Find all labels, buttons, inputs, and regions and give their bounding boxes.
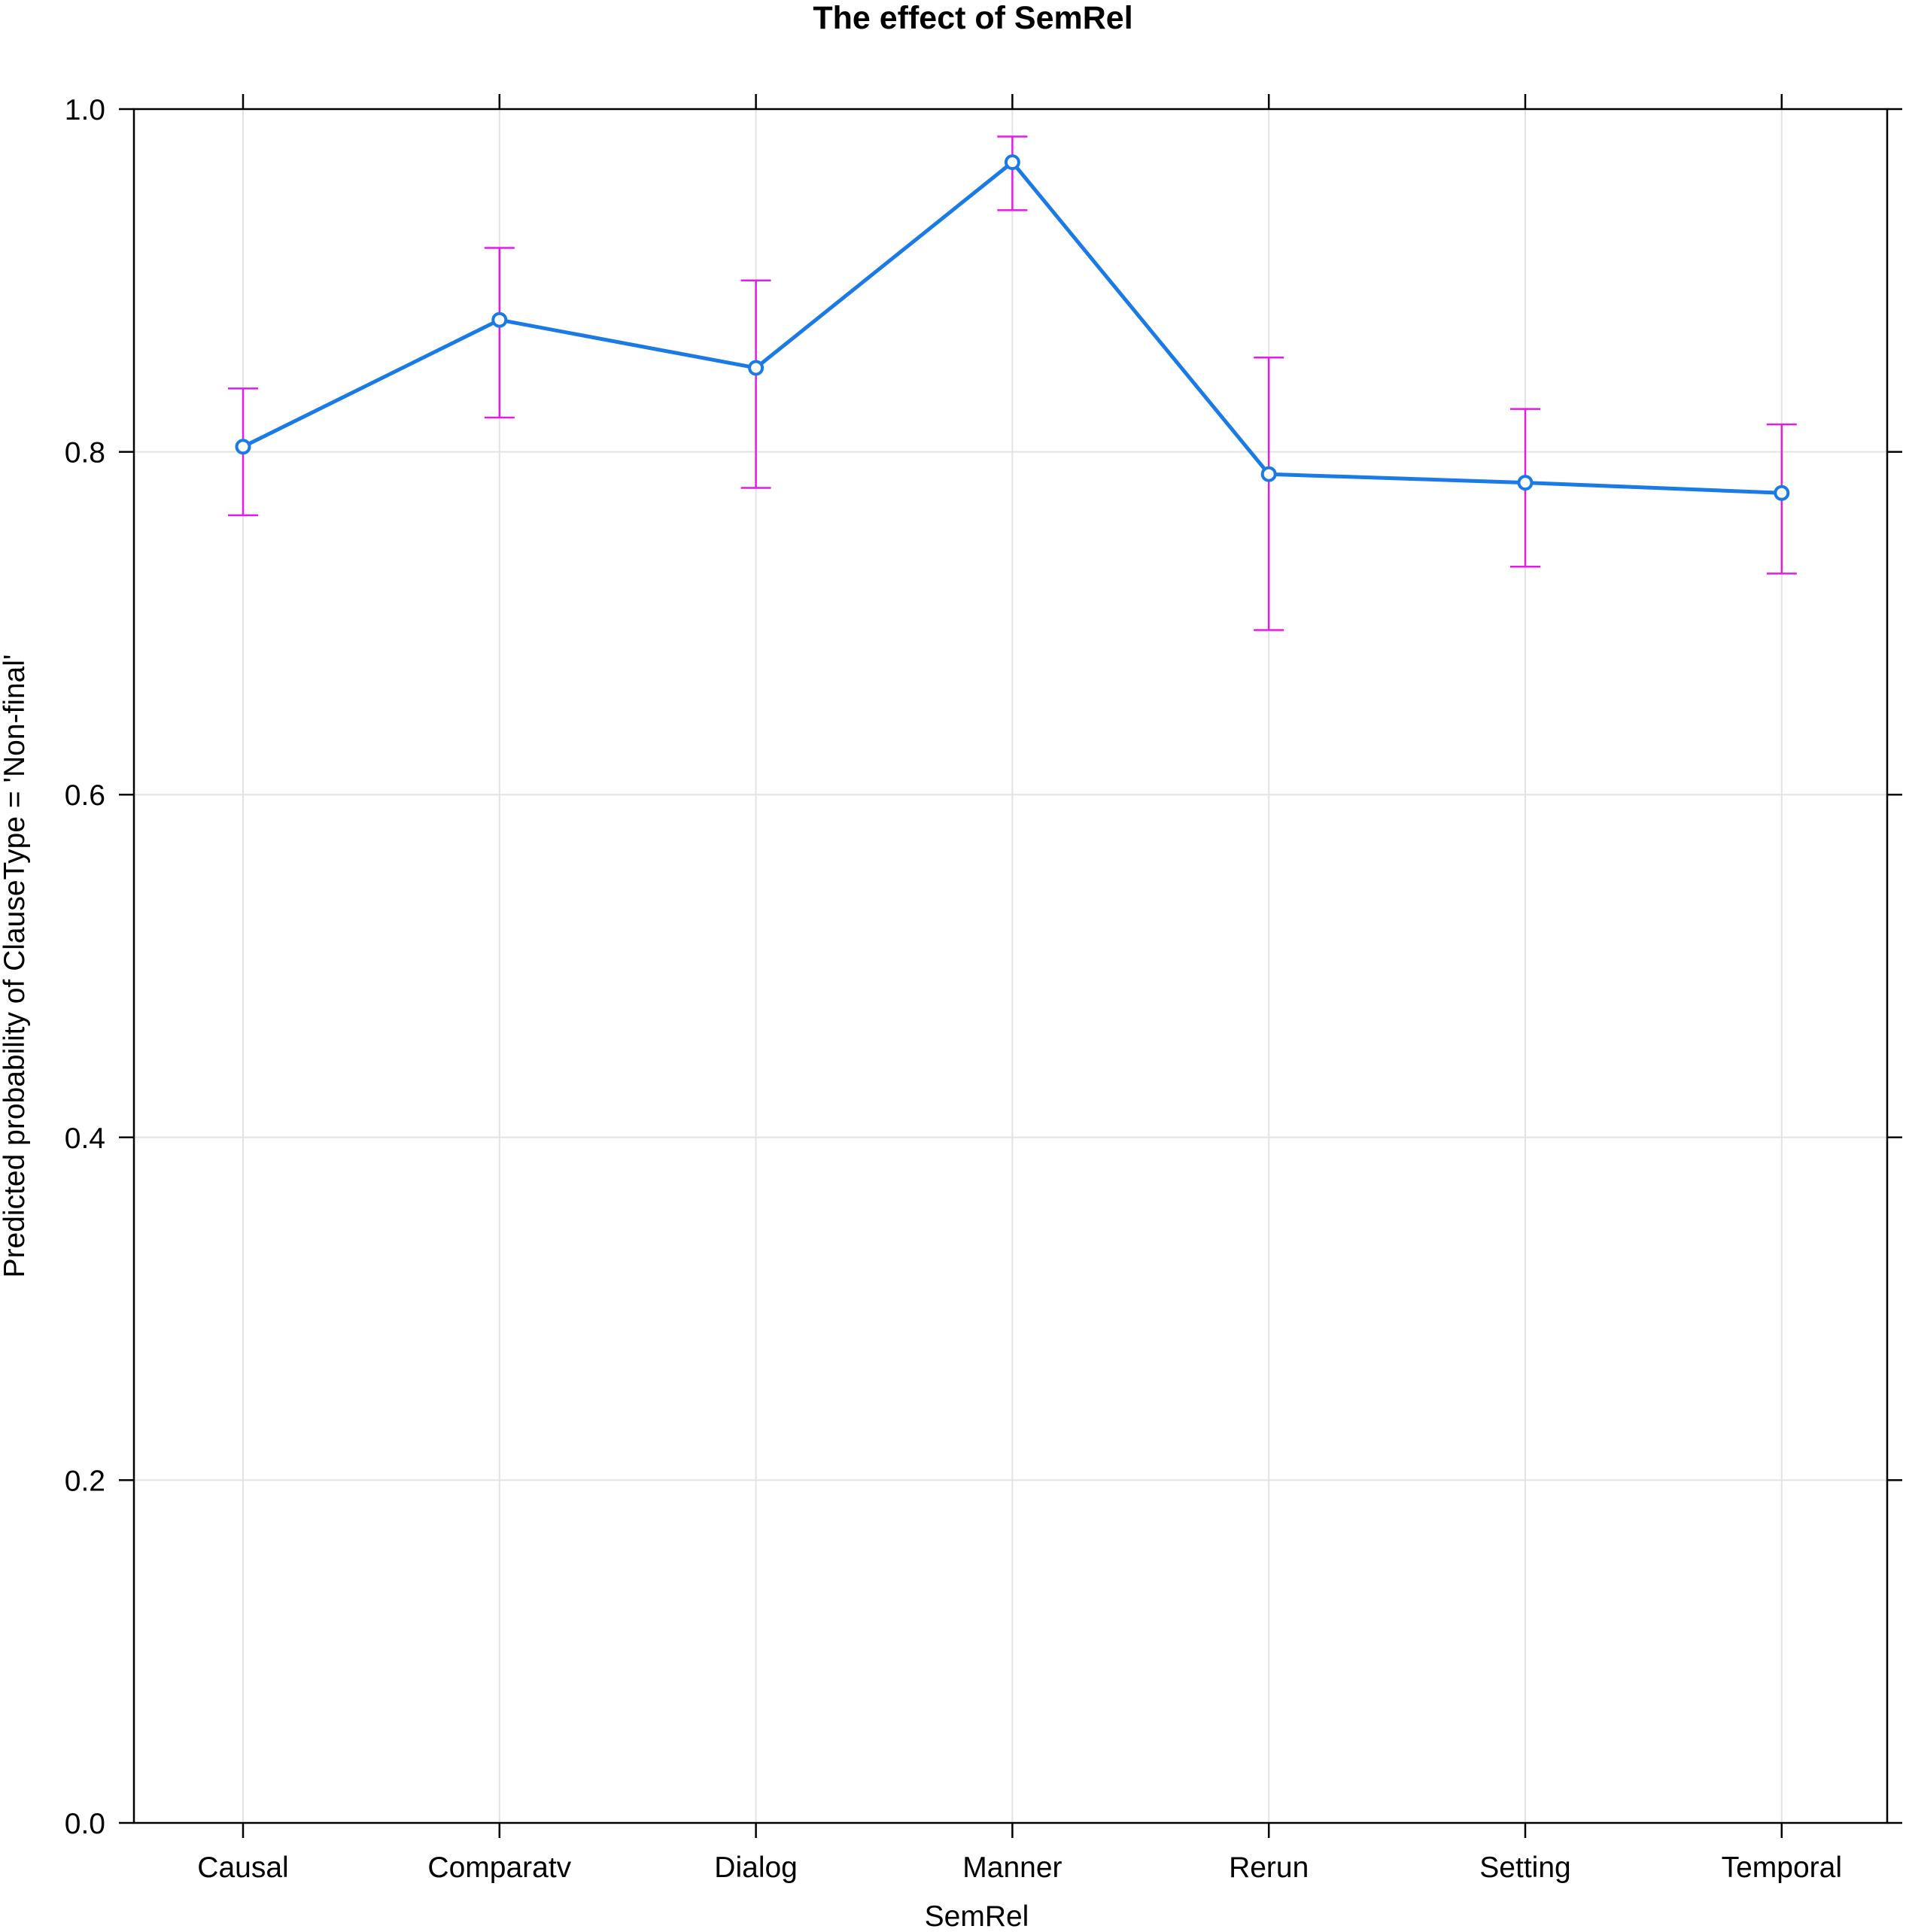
data-point xyxy=(1004,154,1020,171)
x-tick-label: Rerun xyxy=(1229,1852,1309,1884)
y-tick-label: 0.2 xyxy=(65,1465,105,1497)
x-tick-label: Temporal xyxy=(1722,1852,1842,1884)
y-tick-label: 0.8 xyxy=(65,437,105,469)
x-tick-label: Manner xyxy=(962,1852,1062,1884)
data-point xyxy=(1517,475,1534,491)
y-axis-label: Predicted probability of ClauseType = 'N… xyxy=(0,655,31,1278)
y-tick-label: 0.4 xyxy=(65,1122,105,1155)
data-point xyxy=(491,311,508,328)
errorbar-layer xyxy=(228,135,1797,631)
x-tick-label: Setting xyxy=(1479,1852,1570,1884)
y-tick-labels: 0.0 0.2 0.4 0.6 0.8 1.0 xyxy=(65,94,105,1840)
y-tick-label: 0.0 xyxy=(65,1808,105,1840)
x-tick-label: Causal xyxy=(197,1852,288,1884)
ticks-layer xyxy=(119,94,1902,1838)
plot-frame xyxy=(132,108,1889,1824)
x-tick-label: Dialog xyxy=(714,1852,798,1884)
x-axis-label: SemRel xyxy=(925,1900,1029,1932)
error-bar xyxy=(484,247,515,419)
y-tick-label: 0.6 xyxy=(65,779,105,812)
error-bar xyxy=(1254,357,1284,631)
x-tick-label: Comparatv xyxy=(427,1852,571,1884)
x-tick-labels: Causal Comparatv Dialog Manner Rerun Setting T… xyxy=(197,1852,1842,1884)
data-point xyxy=(235,439,251,455)
chart-title: The effect of SemRel xyxy=(813,0,1132,36)
grid-layer xyxy=(134,109,1887,1823)
data-point xyxy=(748,360,765,376)
error-bar xyxy=(997,135,1028,211)
y-tick-label: 1.0 xyxy=(65,94,105,126)
data-point xyxy=(1774,485,1790,501)
data-point xyxy=(1260,466,1277,482)
point-layer xyxy=(235,154,1790,501)
error-bar xyxy=(740,279,771,489)
